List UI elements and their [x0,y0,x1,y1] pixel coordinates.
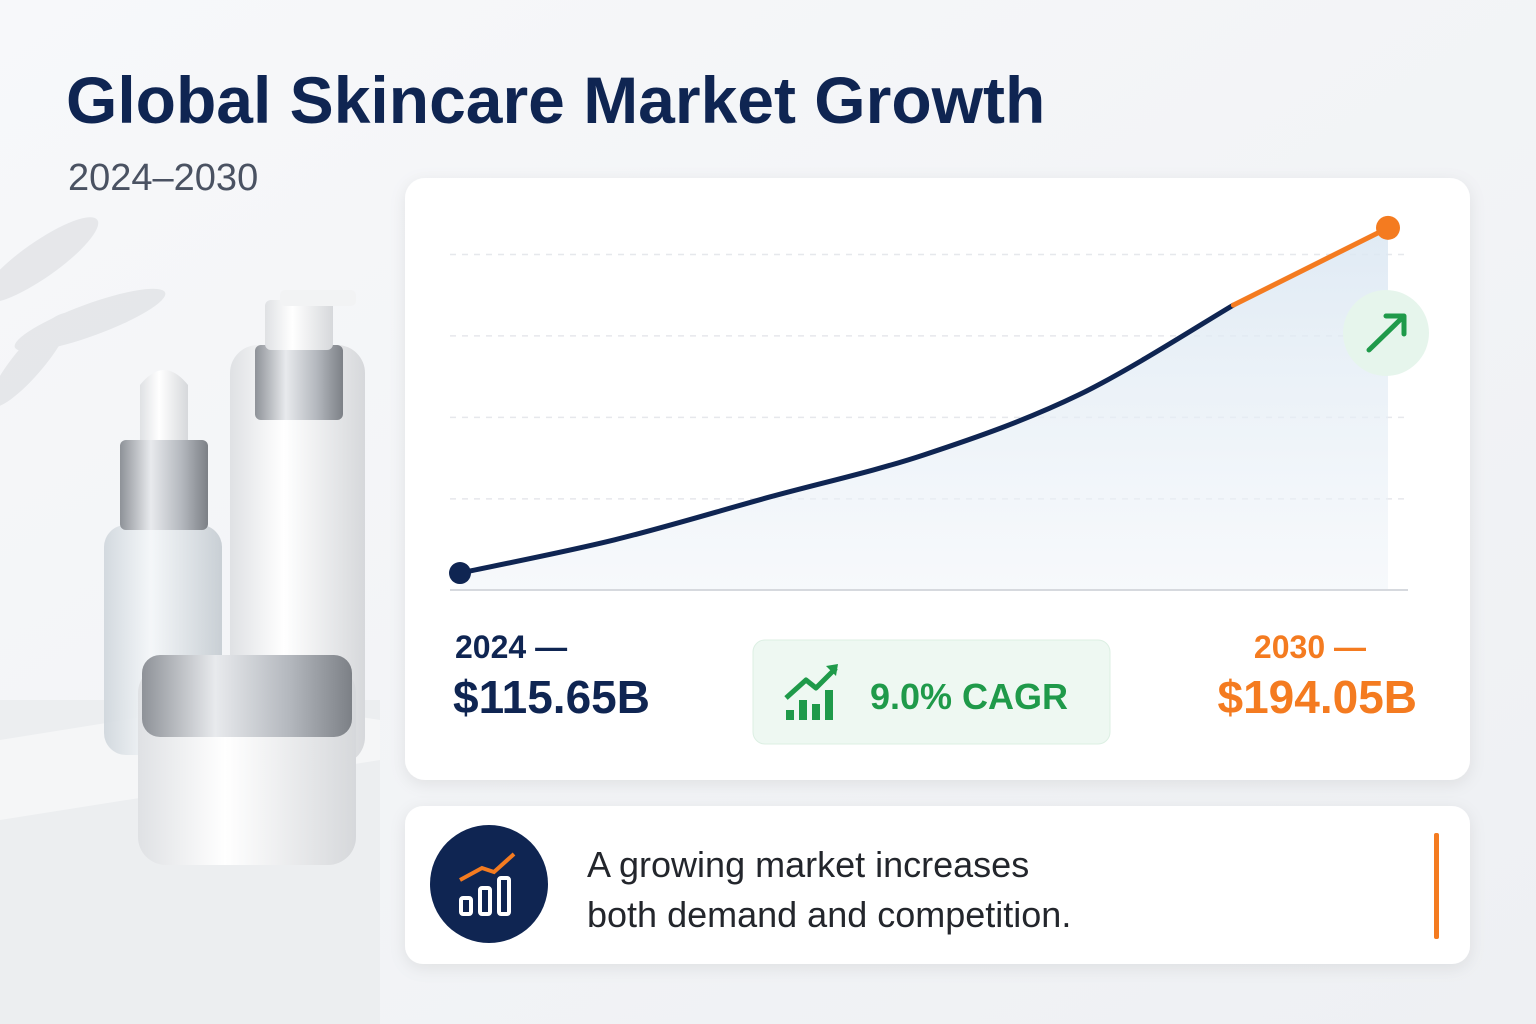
accent-bar [1434,833,1439,939]
takeaway-card [405,806,1470,964]
end-point [1376,215,1400,240]
cagr-icon [784,664,838,720]
leaf-shadow [0,217,166,407]
start-label: 2024 — [455,629,567,665]
start-point [449,562,471,585]
start-value: $115.65B [453,671,650,723]
product-illustration [0,290,380,1024]
line-series [1230,225,1391,308]
line-series [457,302,1236,576]
end-value: $194.05B [1218,671,1418,723]
takeaway-line: A growing market increases [587,844,1029,885]
subtitle: 2024–2030 [68,157,258,199]
title: Global Skincare Market Growth [66,63,1045,137]
cagr-box [752,639,1111,745]
trend-arrow [1366,313,1407,353]
plot-area [449,215,1408,591]
area-fill [460,227,1388,591]
takeaway-line: both demand and competition. [587,894,1071,935]
cagr: 9.0% CAGR [870,676,1068,717]
takeaway-icon [430,825,548,943]
takeaway-icon-glyph [459,852,516,916]
end-label: 2030 — [1254,629,1366,665]
